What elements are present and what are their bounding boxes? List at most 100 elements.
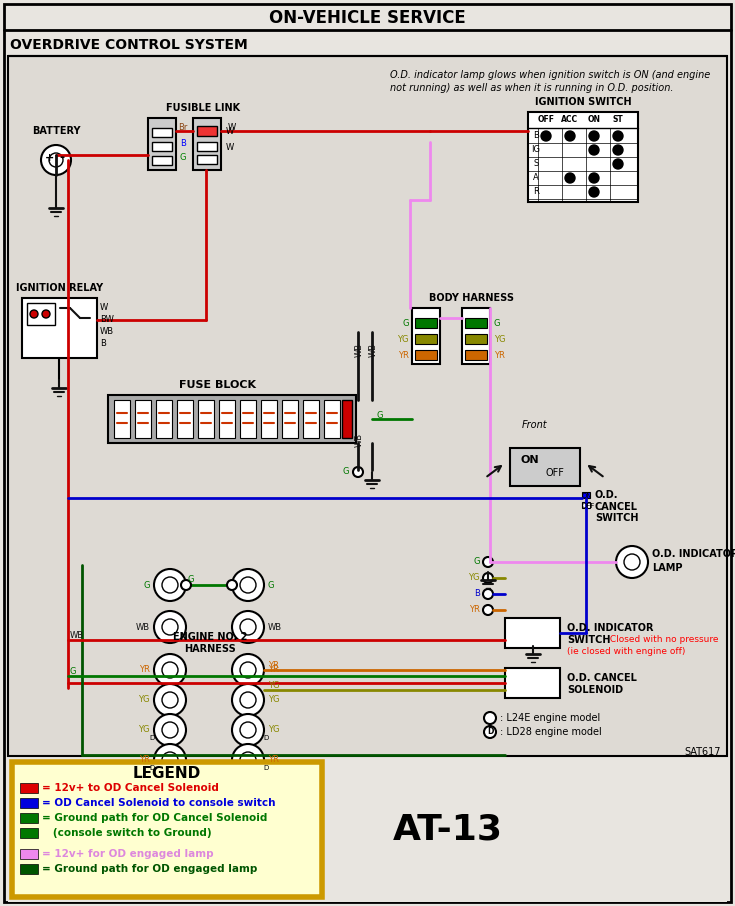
Text: Closed with no pressure: Closed with no pressure [607, 635, 719, 644]
Circle shape [353, 467, 363, 477]
Text: YG: YG [268, 726, 279, 735]
Bar [415, 350, 437, 360]
Circle shape [483, 605, 493, 615]
Circle shape [162, 722, 178, 738]
Bar [303, 400, 319, 438]
Circle shape [232, 569, 264, 601]
Bar [465, 318, 487, 328]
Text: not running) as well as when it is running in O.D. position.: not running) as well as when it is runni… [390, 83, 673, 93]
Bar [197, 142, 217, 151]
Text: IGNITION RELAY: IGNITION RELAY [16, 283, 104, 293]
Circle shape [41, 145, 71, 175]
Text: O.D. INDICATOR: O.D. INDICATOR [652, 549, 735, 559]
Text: D: D [149, 735, 154, 741]
Text: YG: YG [398, 334, 409, 343]
Text: G: G [70, 668, 76, 677]
Text: W: W [228, 123, 236, 132]
Text: OFF: OFF [582, 503, 595, 509]
Circle shape [232, 714, 264, 746]
Circle shape [181, 580, 191, 590]
Text: ON: ON [587, 115, 600, 124]
Bar [20, 864, 38, 874]
Text: BATTERY: BATTERY [32, 126, 80, 136]
Text: B: B [180, 139, 186, 148]
Circle shape [227, 580, 237, 590]
Bar [240, 400, 256, 438]
Bar [412, 308, 440, 364]
Bar [156, 400, 172, 438]
Text: +: + [46, 153, 54, 163]
Bar [582, 492, 590, 498]
Bar [197, 155, 217, 164]
Text: G: G [188, 575, 195, 584]
Bar [219, 400, 235, 438]
Text: R: R [533, 188, 539, 197]
Circle shape [613, 145, 623, 155]
Bar [8, 758, 727, 902]
Text: (ie closed with engine off): (ie closed with engine off) [567, 647, 685, 656]
Circle shape [483, 573, 493, 583]
Bar [462, 308, 490, 364]
Text: BW: BW [100, 315, 114, 324]
Circle shape [240, 722, 256, 738]
Text: = Ground path for OD Cancel Solenoid: = Ground path for OD Cancel Solenoid [42, 813, 268, 823]
Text: : L24E engine model: : L24E engine model [500, 713, 600, 723]
Text: O.D. indicator lamp glows when ignition switch is ON (and engine: O.D. indicator lamp glows when ignition … [390, 70, 710, 80]
Circle shape [483, 557, 493, 567]
Circle shape [616, 546, 648, 578]
Text: ENGINE NO. 2
HARNESS: ENGINE NO. 2 HARNESS [173, 632, 247, 654]
Text: B: B [474, 590, 480, 599]
Text: WB: WB [354, 433, 364, 447]
Bar [582, 502, 590, 508]
Text: W: W [226, 142, 234, 151]
Circle shape [162, 752, 178, 768]
Text: OFF: OFF [545, 468, 564, 478]
Text: G: G [377, 410, 384, 419]
Circle shape [624, 554, 640, 570]
Text: -: - [60, 151, 65, 165]
Circle shape [565, 131, 575, 141]
Text: B: B [533, 131, 539, 140]
Circle shape [565, 173, 575, 183]
Circle shape [232, 654, 264, 686]
Bar [342, 400, 352, 438]
Text: IG: IG [531, 146, 540, 155]
Bar [528, 112, 638, 202]
Bar [152, 142, 172, 151]
Circle shape [154, 654, 186, 686]
Circle shape [589, 173, 599, 183]
Text: YG: YG [268, 681, 279, 690]
Bar [510, 448, 580, 486]
Text: ST: ST [613, 115, 623, 124]
Text: WB: WB [100, 327, 114, 336]
Circle shape [613, 159, 623, 169]
Text: WB: WB [354, 343, 364, 357]
Circle shape [484, 712, 496, 724]
Bar [465, 334, 487, 344]
Text: S: S [534, 159, 539, 169]
Circle shape [162, 662, 178, 678]
Bar [20, 849, 38, 859]
Text: LEGEND: LEGEND [133, 766, 201, 782]
Text: YR: YR [469, 605, 480, 614]
Bar [198, 400, 214, 438]
Circle shape [154, 569, 186, 601]
Text: LAMP: LAMP [652, 563, 683, 573]
Bar [135, 400, 151, 438]
Bar [152, 156, 172, 165]
Bar [114, 400, 130, 438]
Circle shape [240, 577, 256, 593]
Text: W: W [226, 127, 234, 136]
FancyBboxPatch shape [12, 762, 322, 897]
Bar [8, 56, 727, 756]
Circle shape [589, 131, 599, 141]
Text: SWITCH: SWITCH [567, 635, 611, 645]
Text: G: G [143, 581, 150, 590]
Text: Br: Br [179, 123, 187, 132]
Bar [505, 668, 560, 698]
Text: SOLENOID: SOLENOID [567, 685, 623, 695]
Text: B: B [100, 340, 106, 349]
Text: O.D.
CANCEL
SWITCH: O.D. CANCEL SWITCH [595, 490, 639, 523]
Text: Front: Front [522, 420, 548, 430]
Bar [20, 828, 38, 838]
